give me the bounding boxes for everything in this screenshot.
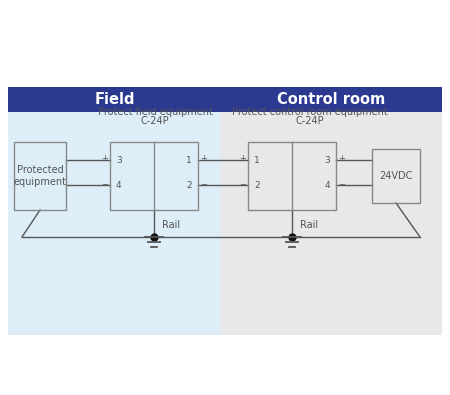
Bar: [110, 142, 198, 210]
Text: 2: 2: [254, 181, 260, 190]
Bar: [8, 87, 221, 112]
Text: 3: 3: [324, 156, 330, 164]
Text: +: +: [200, 154, 207, 162]
Text: Field: Field: [94, 92, 135, 107]
Text: Control room: Control room: [277, 92, 386, 107]
Text: −: −: [338, 181, 345, 190]
Text: +: +: [239, 154, 246, 162]
Text: Protect control room equipment: Protect control room equipment: [232, 107, 388, 117]
Text: 1: 1: [186, 156, 192, 164]
Text: Rail: Rail: [300, 220, 318, 230]
Text: 2: 2: [186, 181, 192, 190]
Text: Protected
equipment: Protected equipment: [14, 165, 67, 187]
Text: +: +: [101, 154, 108, 162]
Text: Rail: Rail: [162, 220, 180, 230]
Bar: [221, 87, 442, 112]
Bar: [372, 149, 420, 203]
Bar: [14, 142, 66, 210]
Bar: [8, 87, 221, 335]
Text: 3: 3: [116, 156, 122, 164]
Text: 24VDC: 24VDC: [379, 171, 413, 181]
Text: +: +: [338, 154, 345, 162]
Text: Protect field equipment: Protect field equipment: [98, 107, 212, 117]
Text: 4: 4: [324, 181, 330, 190]
Text: 1: 1: [254, 156, 260, 164]
Text: C-24P: C-24P: [141, 116, 169, 126]
Bar: [221, 87, 442, 335]
Text: −: −: [200, 181, 207, 190]
Text: C-24P: C-24P: [296, 116, 324, 126]
Text: −: −: [101, 181, 108, 190]
Text: 4: 4: [116, 181, 122, 190]
Text: −: −: [239, 181, 246, 190]
Bar: [248, 142, 336, 210]
